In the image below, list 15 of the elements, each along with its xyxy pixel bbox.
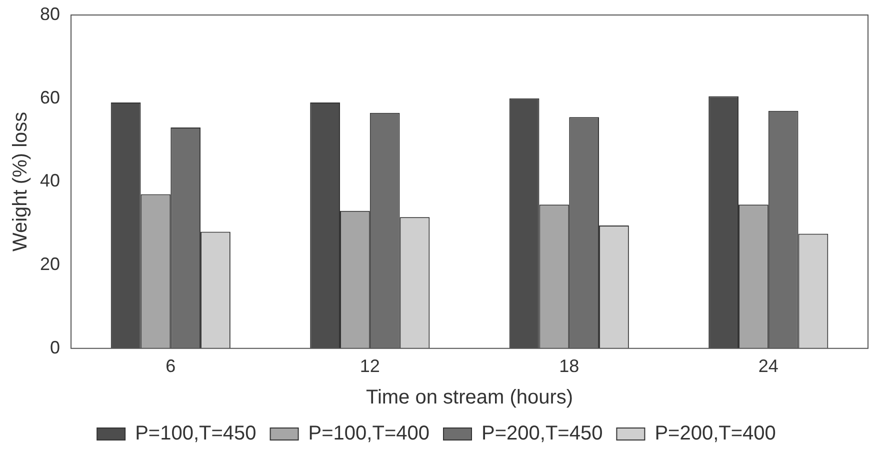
x-tick-label: 24 xyxy=(758,356,778,376)
y-axis-title: Weight (%) loss xyxy=(10,112,32,252)
legend-label: P=200,T=450 xyxy=(482,422,603,445)
y-tick-label: 20 xyxy=(40,254,60,274)
legend-label: P=100,T=400 xyxy=(308,422,430,445)
x-tick-label: 12 xyxy=(360,356,380,376)
x-axis-title: Time on stream (hours) xyxy=(366,386,574,409)
y-tick-label: 80 xyxy=(40,4,60,24)
x-tick-label: 18 xyxy=(559,356,580,376)
y-tick-label: 40 xyxy=(40,170,60,191)
legend-label: P=200,T=400 xyxy=(654,422,776,445)
y-tick-label: 0 xyxy=(50,337,60,358)
legend-label: P=100,T=450 xyxy=(135,422,256,445)
x-tick-label: 6 xyxy=(166,356,176,376)
y-tick-label: 60 xyxy=(40,87,60,108)
